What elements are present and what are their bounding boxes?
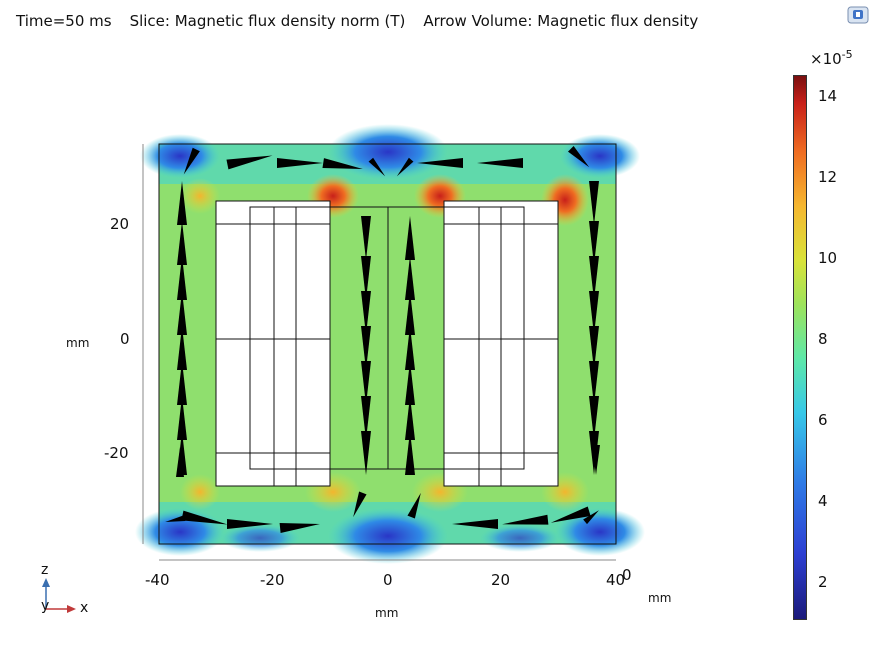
flux-arrow — [589, 256, 599, 300]
colorbar-tick: 14 — [818, 87, 838, 105]
flux-arrow — [176, 447, 184, 477]
coil-outline — [216, 206, 558, 486]
flux-arrow — [589, 326, 599, 370]
flux-arrow — [361, 256, 371, 300]
z-tick-label: 0 — [120, 330, 130, 348]
flux-arrow — [277, 158, 323, 168]
colorbar-tick: 8 — [818, 330, 828, 348]
time-label: Time=50 ms — [16, 12, 112, 30]
x-tick-label: -20 — [260, 571, 285, 589]
z-axis-unit: mm — [66, 336, 90, 350]
flux-arrow — [502, 514, 549, 525]
flux-arrow — [405, 396, 415, 440]
flux-arrow — [405, 256, 415, 300]
y-axis-unit: mm — [648, 591, 672, 605]
flux-arrow — [589, 221, 599, 265]
triad-z-label: z — [41, 562, 49, 578]
flux-arrow — [177, 361, 187, 405]
flux-arrow — [177, 256, 187, 300]
x-tick-label: 40 — [606, 571, 626, 589]
flux-arrow — [405, 431, 415, 475]
flux-arrow — [361, 216, 371, 260]
flux-arrow — [183, 147, 200, 175]
field-slice — [135, 124, 645, 564]
flux-arrow — [177, 396, 187, 440]
flux-arrow — [279, 523, 320, 533]
x-axis-unit: mm — [375, 606, 399, 620]
flux-arrow — [405, 291, 415, 335]
colorbar — [793, 75, 807, 620]
flux-arrow — [368, 157, 386, 177]
flux-arrow — [405, 361, 415, 405]
flux-arrow — [353, 491, 367, 518]
x-tick-label: 0 — [383, 571, 393, 589]
colorbar-tick: 10 — [818, 249, 838, 267]
flux-arrow — [396, 157, 414, 177]
z-tick-label: -20 — [104, 444, 129, 462]
axis-triad — [42, 578, 76, 613]
arrow-volume-label: Arrow Volume: Magnetic flux density — [423, 12, 699, 30]
flux-arrow — [583, 510, 599, 525]
flux-arrow — [477, 158, 523, 168]
plot-title-bar: Time=50 ms Slice: Magnetic flux density n… — [16, 12, 716, 30]
triad-y-label: y — [41, 598, 50, 614]
flux-arrow — [361, 326, 371, 370]
flux-arrow — [226, 155, 273, 170]
flux-arrows — [165, 145, 600, 533]
flux-arrow — [227, 519, 273, 529]
flux-arrow — [361, 291, 371, 335]
flux-arrow — [405, 216, 415, 260]
y-axis-extra-tick: 0 — [622, 566, 632, 584]
flux-arrow — [165, 515, 186, 522]
flux-arrow — [361, 361, 371, 405]
flux-arrow — [589, 396, 599, 440]
colorbar-tick: 4 — [818, 492, 828, 510]
flux-arrow — [589, 181, 599, 225]
flux-arrow — [177, 291, 187, 335]
x-tick-label: -40 — [145, 571, 170, 589]
flux-arrow — [181, 510, 228, 525]
flux-arrow — [405, 326, 415, 370]
flux-arrow — [550, 506, 591, 523]
slice-label: Slice: Magnetic flux density norm (T) — [129, 12, 406, 30]
flux-arrow — [589, 291, 599, 335]
flux-arrow — [361, 431, 371, 475]
flux-arrow — [452, 519, 498, 529]
x-tick-label: 20 — [491, 571, 511, 589]
flux-arrow — [567, 145, 590, 168]
flux-arrow — [589, 361, 599, 405]
flux-arrow — [177, 326, 187, 370]
colorbar-tick: 2 — [818, 573, 828, 591]
flux-arrow — [177, 181, 187, 225]
flux-arrow — [177, 221, 187, 265]
flux-arrow — [417, 158, 463, 168]
plot-axes — [142, 144, 616, 561]
flux-arrow — [361, 396, 371, 440]
flux-arrow — [407, 492, 421, 519]
z-tick-label: 20 — [110, 215, 130, 233]
colorbar-exponent: ×10-5 — [810, 48, 853, 68]
colorbar-tick: 12 — [818, 168, 838, 186]
colorbar-tick: 6 — [818, 411, 828, 429]
flux-arrow — [592, 445, 600, 475]
flux-arrow — [322, 158, 363, 169]
comsol-logo-icon[interactable] — [846, 4, 870, 26]
triad-x-label: x — [80, 600, 89, 616]
